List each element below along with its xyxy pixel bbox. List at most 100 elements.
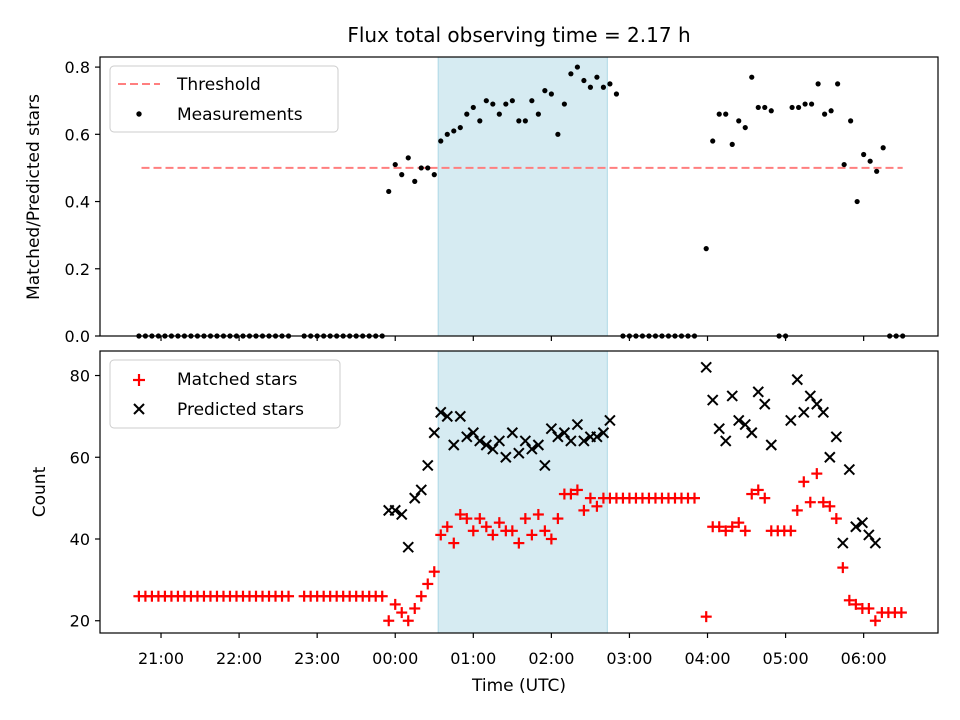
matched-point <box>798 476 810 488</box>
predicted-point <box>811 398 823 410</box>
count-panel: 20 40 60 80 21:00 22:00 23:00 00:00 01:00 02:00 0… <box>30 350 939 696</box>
measurement-point <box>392 161 398 168</box>
matched-point <box>448 537 460 549</box>
predicted-point <box>428 427 440 439</box>
measurement-point <box>861 151 867 158</box>
predicted-point <box>513 447 525 459</box>
matched-point <box>532 508 544 520</box>
measurement-point <box>809 101 815 107</box>
matched-point <box>824 500 836 512</box>
measurement-point <box>710 138 716 144</box>
measurement-point <box>762 104 768 111</box>
legend-predicted-label: Predicted stars <box>177 400 304 420</box>
measurement-point <box>854 198 860 205</box>
measurement-point <box>490 101 496 107</box>
ratio-ytick-label: 0.0 <box>65 327 90 346</box>
legend-measurements-label: Measurements <box>177 105 303 125</box>
matched-point <box>415 590 427 602</box>
predicted-point <box>863 529 875 541</box>
measurement-point <box>522 118 528 124</box>
predicted-point <box>565 435 577 447</box>
matched-point <box>422 578 434 590</box>
matched-point <box>402 615 414 627</box>
matched-point <box>539 525 551 537</box>
matched-point <box>804 496 816 508</box>
count-y-axis-label: Count <box>30 466 50 517</box>
matched-point <box>454 508 466 520</box>
predicted-point <box>856 516 869 529</box>
predicted-point <box>422 459 434 472</box>
matched-point <box>441 521 453 533</box>
measurement-point <box>405 155 411 161</box>
matched-point <box>513 537 525 549</box>
predicted-point <box>493 435 506 447</box>
measurement-point <box>723 111 729 117</box>
measurement-point <box>503 101 509 107</box>
matched-point <box>487 529 499 541</box>
predicted-point <box>837 537 849 549</box>
matched-point <box>863 602 875 614</box>
measurement-point <box>464 111 470 117</box>
count-legend: Matched stars Predicted stars <box>109 359 341 429</box>
predicted-point <box>604 414 616 427</box>
measurement-point <box>607 81 613 87</box>
matched-point <box>389 598 401 610</box>
x-tick-label: 04:00 <box>684 649 730 668</box>
count-highlight-span <box>437 350 608 634</box>
ratio-ytick-label: 0.6 <box>65 125 90 144</box>
measurement-point <box>548 91 554 97</box>
matched-point <box>545 533 557 545</box>
ratio-plot-frame <box>99 56 939 337</box>
matched-point <box>739 525 751 537</box>
measurement-point <box>841 161 847 168</box>
predicted-point <box>713 422 725 435</box>
predicted-point <box>765 439 777 451</box>
ratio-ytick-label: 0.8 <box>65 58 90 77</box>
measurement-point <box>874 168 880 174</box>
predicted-point <box>454 410 466 423</box>
predicted-point <box>578 435 590 447</box>
measurement-point <box>867 158 873 164</box>
predicted-point <box>461 431 473 443</box>
measurement-point <box>755 104 761 111</box>
predicted-point <box>402 541 414 553</box>
count-ytick-label: 40 <box>70 530 90 549</box>
measurement-point <box>736 118 742 124</box>
predicted-point <box>396 508 408 521</box>
predicted-point <box>506 427 519 439</box>
predicted-point <box>435 406 447 419</box>
measurement-point <box>457 124 463 131</box>
x-tick-label: 22:00 <box>216 649 262 668</box>
predicted-point <box>571 418 584 431</box>
measurement-point <box>600 84 607 90</box>
predicted-point <box>791 373 803 386</box>
matched-point <box>895 607 907 619</box>
matched-point <box>584 492 596 504</box>
predicted-point <box>739 418 751 431</box>
predicted-point <box>409 492 421 504</box>
predicted-point <box>817 406 830 419</box>
measurement-point <box>470 104 476 111</box>
predicted-point <box>467 427 480 439</box>
predicted-point <box>474 435 486 447</box>
ratio-y-axis-label: Matched/Predicted stars <box>24 94 44 300</box>
ratio-panel: 0.00.20.40.60.8 Matched/Predicted stars … <box>24 56 939 346</box>
measurement-point <box>555 131 561 137</box>
measurement-point <box>418 165 424 171</box>
matched-point <box>830 513 842 525</box>
measurement-point <box>444 131 450 137</box>
matched-point <box>383 615 395 627</box>
predicted-point <box>597 427 610 439</box>
x-tick-label: 21:00 <box>138 649 184 668</box>
predicted-point <box>389 504 401 517</box>
matched-point <box>519 513 531 525</box>
measurement-point <box>535 111 541 117</box>
measurement-point <box>815 81 821 87</box>
measurement-point <box>703 246 709 252</box>
measurement-point <box>802 101 808 107</box>
measurement-point <box>483 98 489 104</box>
measurement-point <box>587 84 594 90</box>
matched-point <box>526 529 538 541</box>
measurement-point <box>574 64 580 70</box>
predicted-point <box>448 439 460 451</box>
